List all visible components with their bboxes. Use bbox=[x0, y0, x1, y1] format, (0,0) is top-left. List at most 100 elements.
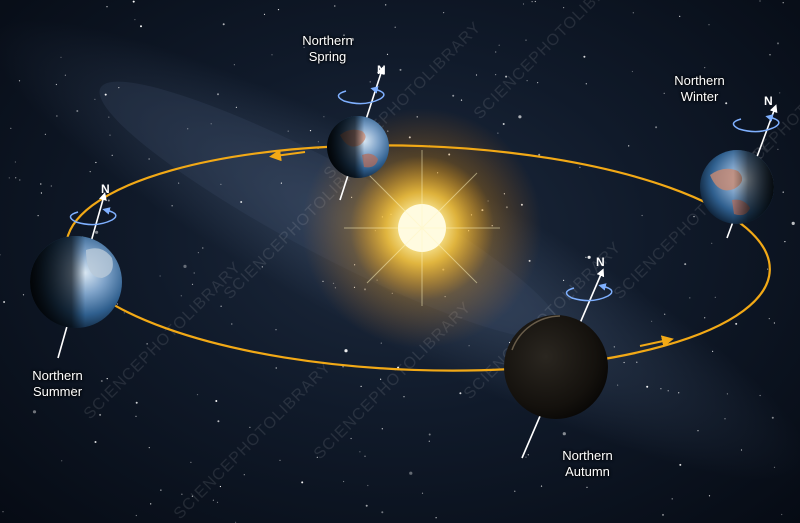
star bbox=[287, 130, 289, 132]
star bbox=[704, 67, 706, 69]
star bbox=[711, 242, 713, 244]
star bbox=[181, 493, 183, 495]
star bbox=[526, 80, 528, 82]
star bbox=[724, 418, 726, 420]
star bbox=[583, 55, 586, 58]
star bbox=[587, 255, 591, 259]
star bbox=[777, 42, 779, 45]
star bbox=[399, 68, 402, 71]
star bbox=[271, 54, 273, 56]
star bbox=[759, 0, 761, 2]
star bbox=[108, 116, 110, 118]
label-northern-autumn: Northern Autumn bbox=[562, 448, 613, 479]
star bbox=[712, 350, 714, 352]
star bbox=[14, 161, 16, 163]
star bbox=[509, 341, 511, 344]
star bbox=[219, 485, 221, 488]
star bbox=[222, 23, 225, 26]
star bbox=[187, 128, 189, 130]
star bbox=[135, 415, 137, 417]
star bbox=[771, 416, 774, 419]
star bbox=[263, 13, 266, 15]
star bbox=[19, 179, 21, 181]
star bbox=[323, 116, 325, 118]
star bbox=[61, 460, 63, 462]
star bbox=[708, 24, 710, 26]
star bbox=[360, 385, 362, 387]
star bbox=[769, 54, 771, 56]
star bbox=[773, 466, 776, 468]
star bbox=[3, 301, 6, 303]
star bbox=[617, 384, 619, 386]
star bbox=[135, 514, 137, 517]
star bbox=[275, 367, 277, 369]
star bbox=[240, 201, 243, 203]
orbit-direction-arrow-top bbox=[269, 149, 306, 162]
star bbox=[585, 256, 587, 258]
star bbox=[759, 394, 761, 397]
star bbox=[106, 6, 108, 8]
star bbox=[343, 480, 345, 483]
star bbox=[562, 432, 566, 436]
star bbox=[782, 191, 784, 193]
earth-summer: N bbox=[30, 182, 122, 359]
star bbox=[782, 2, 784, 4]
star bbox=[623, 361, 625, 364]
star bbox=[409, 471, 413, 475]
star bbox=[94, 98, 96, 100]
label-northern-summer: Northern Summer bbox=[32, 368, 83, 399]
label-northern-spring: Northern Spring bbox=[302, 33, 353, 64]
star bbox=[116, 303, 118, 305]
star bbox=[10, 127, 12, 129]
star bbox=[316, 456, 318, 458]
star bbox=[367, 484, 369, 487]
star bbox=[697, 430, 699, 432]
star bbox=[660, 388, 662, 390]
star bbox=[394, 26, 396, 28]
star bbox=[148, 447, 150, 449]
star bbox=[190, 461, 192, 463]
star bbox=[397, 366, 400, 369]
star bbox=[95, 161, 97, 164]
star bbox=[475, 74, 478, 76]
star bbox=[784, 241, 786, 243]
star bbox=[134, 19, 136, 21]
star bbox=[671, 498, 673, 500]
star bbox=[107, 199, 110, 202]
star bbox=[428, 440, 430, 442]
star bbox=[343, 34, 345, 36]
star bbox=[495, 74, 497, 76]
star bbox=[497, 132, 499, 134]
star bbox=[527, 454, 529, 456]
star bbox=[183, 264, 187, 268]
star bbox=[231, 323, 233, 325]
star bbox=[777, 148, 779, 150]
star bbox=[99, 413, 102, 416]
star bbox=[193, 272, 195, 274]
star bbox=[18, 80, 21, 82]
star bbox=[334, 59, 336, 61]
star bbox=[631, 70, 634, 73]
star bbox=[714, 296, 716, 298]
star bbox=[50, 185, 52, 187]
star bbox=[60, 56, 62, 58]
star bbox=[243, 474, 245, 476]
label-northern-winter: Northern Winter bbox=[674, 73, 725, 104]
star bbox=[514, 490, 516, 492]
star bbox=[525, 39, 527, 41]
star bbox=[534, 0, 536, 3]
star bbox=[140, 25, 142, 28]
star bbox=[726, 393, 729, 395]
star bbox=[365, 504, 368, 507]
star bbox=[309, 130, 312, 132]
star bbox=[498, 44, 500, 46]
star bbox=[538, 153, 541, 156]
star bbox=[277, 9, 280, 11]
star bbox=[540, 485, 543, 487]
star bbox=[381, 428, 383, 430]
star bbox=[64, 74, 66, 76]
star bbox=[350, 437, 352, 440]
star bbox=[275, 329, 277, 331]
